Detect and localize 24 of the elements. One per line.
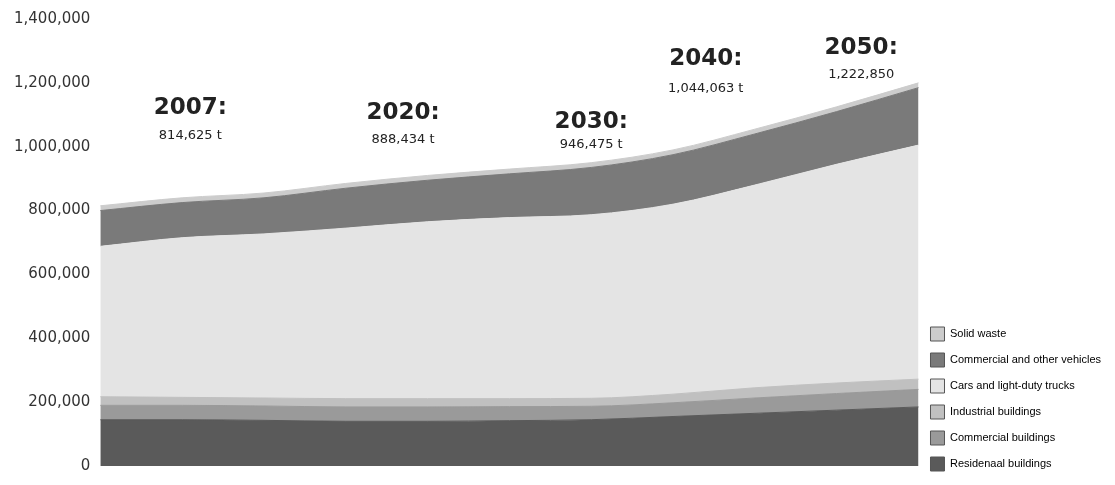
legend-label: Commercial buildings xyxy=(949,431,1056,444)
y-tick-label: 0 xyxy=(80,455,91,474)
y-tick-label: 200,000 xyxy=(28,392,91,411)
legend-label: Cars and light-duty trucks xyxy=(949,379,1076,392)
y-tick-label: 800,000 xyxy=(28,200,91,219)
annotation: 1,222,850 xyxy=(828,66,895,82)
annotation: 2020: xyxy=(366,97,440,124)
annotation: 2030: xyxy=(554,106,628,133)
annotation: 2050: xyxy=(824,33,898,60)
annotation: 946,475 t xyxy=(559,135,623,151)
y-tick-label: 1,200,000 xyxy=(14,72,91,91)
y-tick-label: 1,400,000 xyxy=(14,8,91,27)
annotation: 1,044,063 t xyxy=(668,79,744,95)
annotation: 2007: xyxy=(153,93,227,120)
legend-label: Commercial and other vehicles xyxy=(949,353,1102,366)
y-tick-label: 1,000,000 xyxy=(14,136,91,155)
y-tick-label: 600,000 xyxy=(28,264,91,283)
annotation: 2040: xyxy=(669,44,743,71)
legend-label: Industrial buildings xyxy=(949,405,1042,418)
legend-label: Residenaal buildings xyxy=(949,457,1053,470)
annotation: 888,434 t xyxy=(371,131,435,147)
annotation: 814,625 t xyxy=(158,126,222,142)
y-tick-label: 400,000 xyxy=(28,328,91,347)
legend-label: Solid waste xyxy=(949,327,1007,340)
